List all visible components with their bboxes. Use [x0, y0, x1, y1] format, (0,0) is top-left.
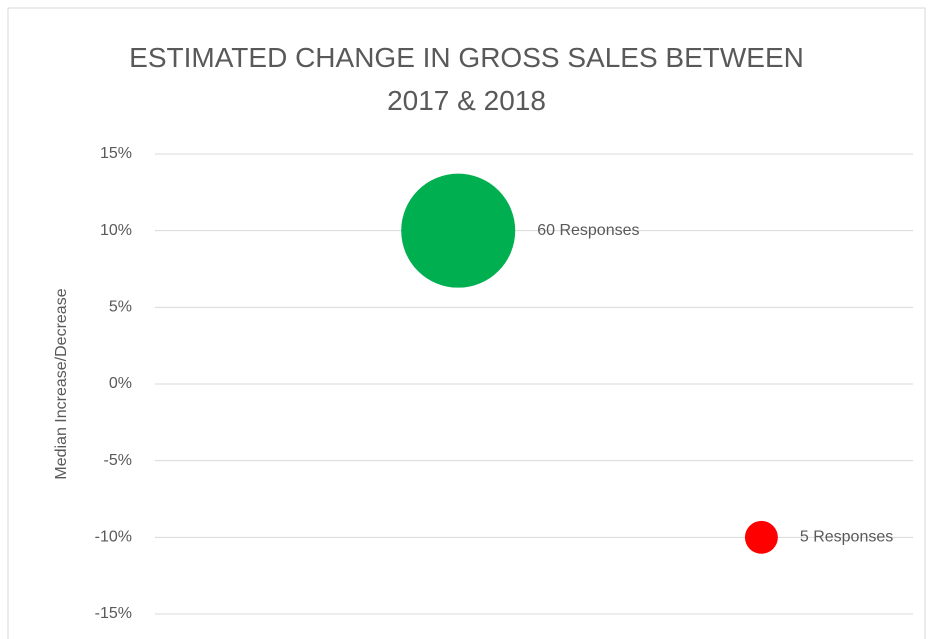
chart-border: [7, 7, 926, 639]
bubble: [744, 520, 778, 554]
y-tick-label: 5%: [109, 299, 132, 316]
data-label: 5 Responses: [800, 529, 893, 546]
bubble: [401, 173, 516, 288]
y-tick-label: -10%: [95, 529, 132, 546]
data-label: 60 Responses: [537, 222, 639, 239]
chart-title: ESTIMATED CHANGE IN GROSS SALES BETWEEN …: [129, 42, 804, 116]
y-tick-label: 10%: [100, 222, 132, 239]
y-axis-label: Median Increase/Decrease: [53, 288, 70, 479]
y-tick-label: -5%: [104, 452, 132, 469]
y-tick-label: 0%: [109, 375, 132, 392]
y-tick-label: 15%: [100, 145, 132, 162]
y-tick-label: -15%: [95, 605, 132, 622]
